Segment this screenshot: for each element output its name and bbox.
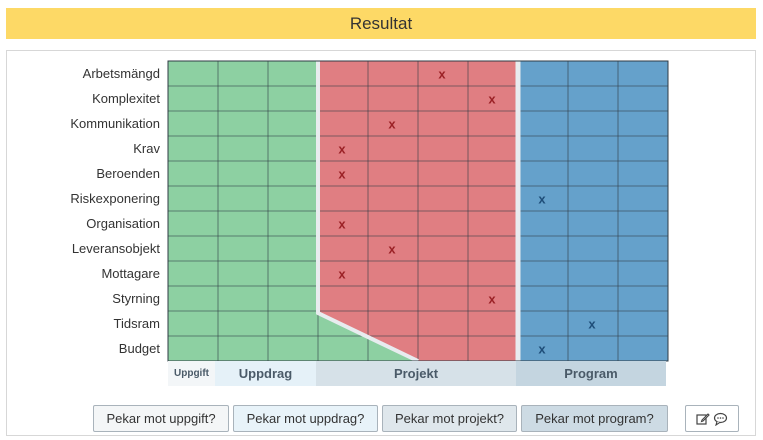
row-label: Mottagare — [101, 266, 160, 281]
result-header: Resultat — [6, 8, 756, 39]
category-uppgift-label: Uppgift — [174, 368, 209, 379]
grid-mark: x — [538, 192, 546, 207]
category-uppdrag: Uppdrag — [215, 361, 316, 386]
row-label: Kommunikation — [70, 116, 160, 131]
edit-icon — [696, 412, 710, 425]
grid-mark: x — [338, 217, 346, 232]
pekar-mot-uppgift-button[interactable]: Pekar mot uppgift? — [93, 405, 229, 432]
grid-mark: x — [338, 142, 346, 157]
separator-green-red — [316, 61, 419, 363]
row-label: Arbetsmängd — [82, 66, 160, 81]
pekar-mot-uppdrag-button[interactable]: Pekar mot uppdrag? — [233, 405, 378, 432]
grid-mark: x — [538, 342, 546, 357]
row-label: Krav — [133, 141, 160, 156]
grid-mark: x — [338, 167, 346, 182]
grid-mark: x — [488, 292, 496, 307]
grid-mark: x — [338, 267, 346, 282]
category-projekt: Projekt — [316, 361, 516, 386]
result-title: Resultat — [349, 13, 413, 33]
pekar-mot-program-button[interactable]: Pekar mot program? — [521, 405, 668, 432]
row-label: Beroenden — [96, 166, 160, 181]
row-label: Styrning — [112, 291, 160, 306]
category-uppgift: Uppgift — [168, 361, 215, 386]
grid-mark: x — [438, 67, 446, 82]
row-label: Leveransobjekt — [71, 241, 160, 256]
edit-comment-button[interactable] — [685, 405, 739, 432]
grid-mark: x — [588, 317, 596, 332]
pekar-mot-projekt-button[interactable]: Pekar mot projekt? — [382, 405, 517, 432]
row-label: Budget — [118, 341, 160, 356]
category-uppdrag-label: Uppdrag — [238, 366, 293, 381]
grid-mark: x — [388, 117, 396, 132]
grid-mark: x — [488, 92, 496, 107]
row-label: Tidsram — [113, 316, 160, 331]
category-program: Program — [516, 361, 666, 386]
row-label: Organisation — [86, 216, 160, 231]
grid-mark: x — [388, 242, 396, 257]
row-label: Komplexitet — [92, 91, 160, 106]
category-program-label: Program — [564, 366, 618, 381]
comment-icon — [713, 412, 728, 426]
category-projekt-label: Projekt — [393, 366, 439, 381]
row-label: Riskexponering — [70, 191, 160, 206]
